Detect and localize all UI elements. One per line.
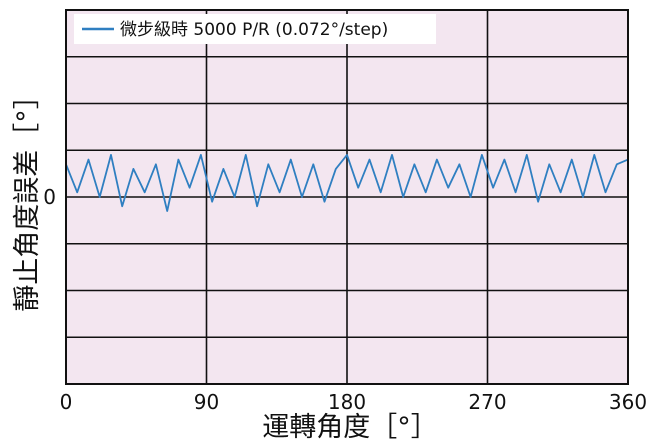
- x-tick-label: 90: [194, 390, 219, 414]
- grid: [66, 10, 628, 384]
- series-layer: [65, 153, 629, 212]
- legend: 微步級時 5000 P/R (0.072°/step): [74, 14, 436, 44]
- series-line: [65, 153, 629, 212]
- legend-label: 微步級時 5000 P/R (0.072°/step): [120, 20, 388, 40]
- y-tick-label: 0: [43, 185, 56, 209]
- x-tick-label: 360: [609, 390, 647, 414]
- x-tick-label: 0: [60, 390, 73, 414]
- x-tick-label: 270: [468, 390, 506, 414]
- plot-frame: [65, 9, 629, 385]
- legend-box: [74, 14, 436, 44]
- x-tick-label: 180: [328, 390, 366, 414]
- y-axis-title: 靜止角度誤差［°］: [12, 82, 43, 312]
- y-tick-labels: 0: [43, 185, 56, 209]
- x-axis-title: 運轉角度［°］: [262, 412, 438, 443]
- x-tick-labels: 0 90 180 270 360: [60, 390, 647, 414]
